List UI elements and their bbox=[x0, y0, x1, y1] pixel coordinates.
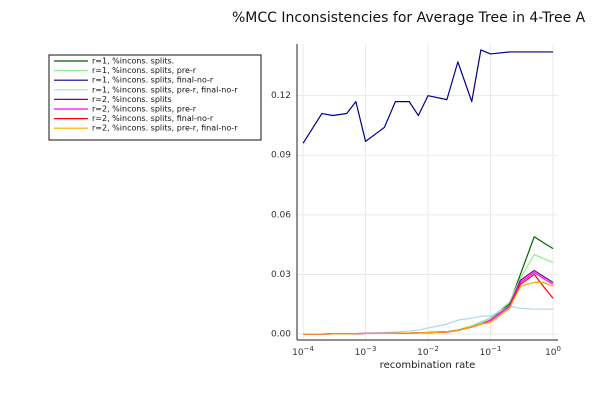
legend: r=1, %incons. splits.r=1, %incons. split… bbox=[48, 54, 262, 141]
y-tick-label: 0.09 bbox=[271, 151, 291, 161]
x-tick-label: 10−2 bbox=[417, 345, 439, 358]
legend-label: r=2, %incons. splits, pre-r bbox=[92, 105, 197, 114]
grid bbox=[297, 44, 558, 340]
legend-box bbox=[48, 54, 262, 141]
y-tick-label: 0.12 bbox=[271, 91, 291, 101]
legend-label: r=1, %incons. splits. bbox=[92, 57, 174, 66]
series-line-r-2-incons-splits-pre-r-final-no-r bbox=[303, 281, 554, 335]
axes bbox=[296, 44, 558, 341]
legend-label: r=1, %incons. splits, pre-r bbox=[92, 66, 197, 75]
y-tick-label: 0.03 bbox=[271, 270, 291, 280]
chart-title: %MCC Inconsistencies for Average Tree in… bbox=[232, 10, 586, 26]
legend-label: r=1, %incons. splits, pre-r, final-no-r bbox=[92, 85, 238, 94]
tick-labels: 0.00 0.03 0.06 0.09 0.12 10−4 10−3 10−2 10−1 100 bbox=[271, 91, 561, 358]
series-lines bbox=[302, 49, 554, 335]
x-tick-label: 10−1 bbox=[480, 345, 502, 358]
series-line-r-1-incons-splits-final-no-r bbox=[302, 49, 554, 144]
x-tick-label: 100 bbox=[545, 345, 561, 358]
x-tick-label: 10−3 bbox=[355, 345, 377, 358]
x-tick-label: 10−4 bbox=[292, 345, 314, 358]
legend-label: r=2, %incons. splits, pre-r, final-no-r bbox=[92, 124, 238, 133]
y-tick-label: 0.06 bbox=[271, 210, 291, 220]
legend-label: r=2, %incons. splits bbox=[92, 95, 172, 104]
legend-label: r=2, %incons. splits, final-no-r bbox=[92, 114, 214, 123]
x-axis-label: recombination rate bbox=[380, 360, 476, 371]
y-tick-label: 0.00 bbox=[271, 330, 291, 340]
legend-label: r=1, %incons. splits, final-no-r bbox=[92, 76, 214, 85]
